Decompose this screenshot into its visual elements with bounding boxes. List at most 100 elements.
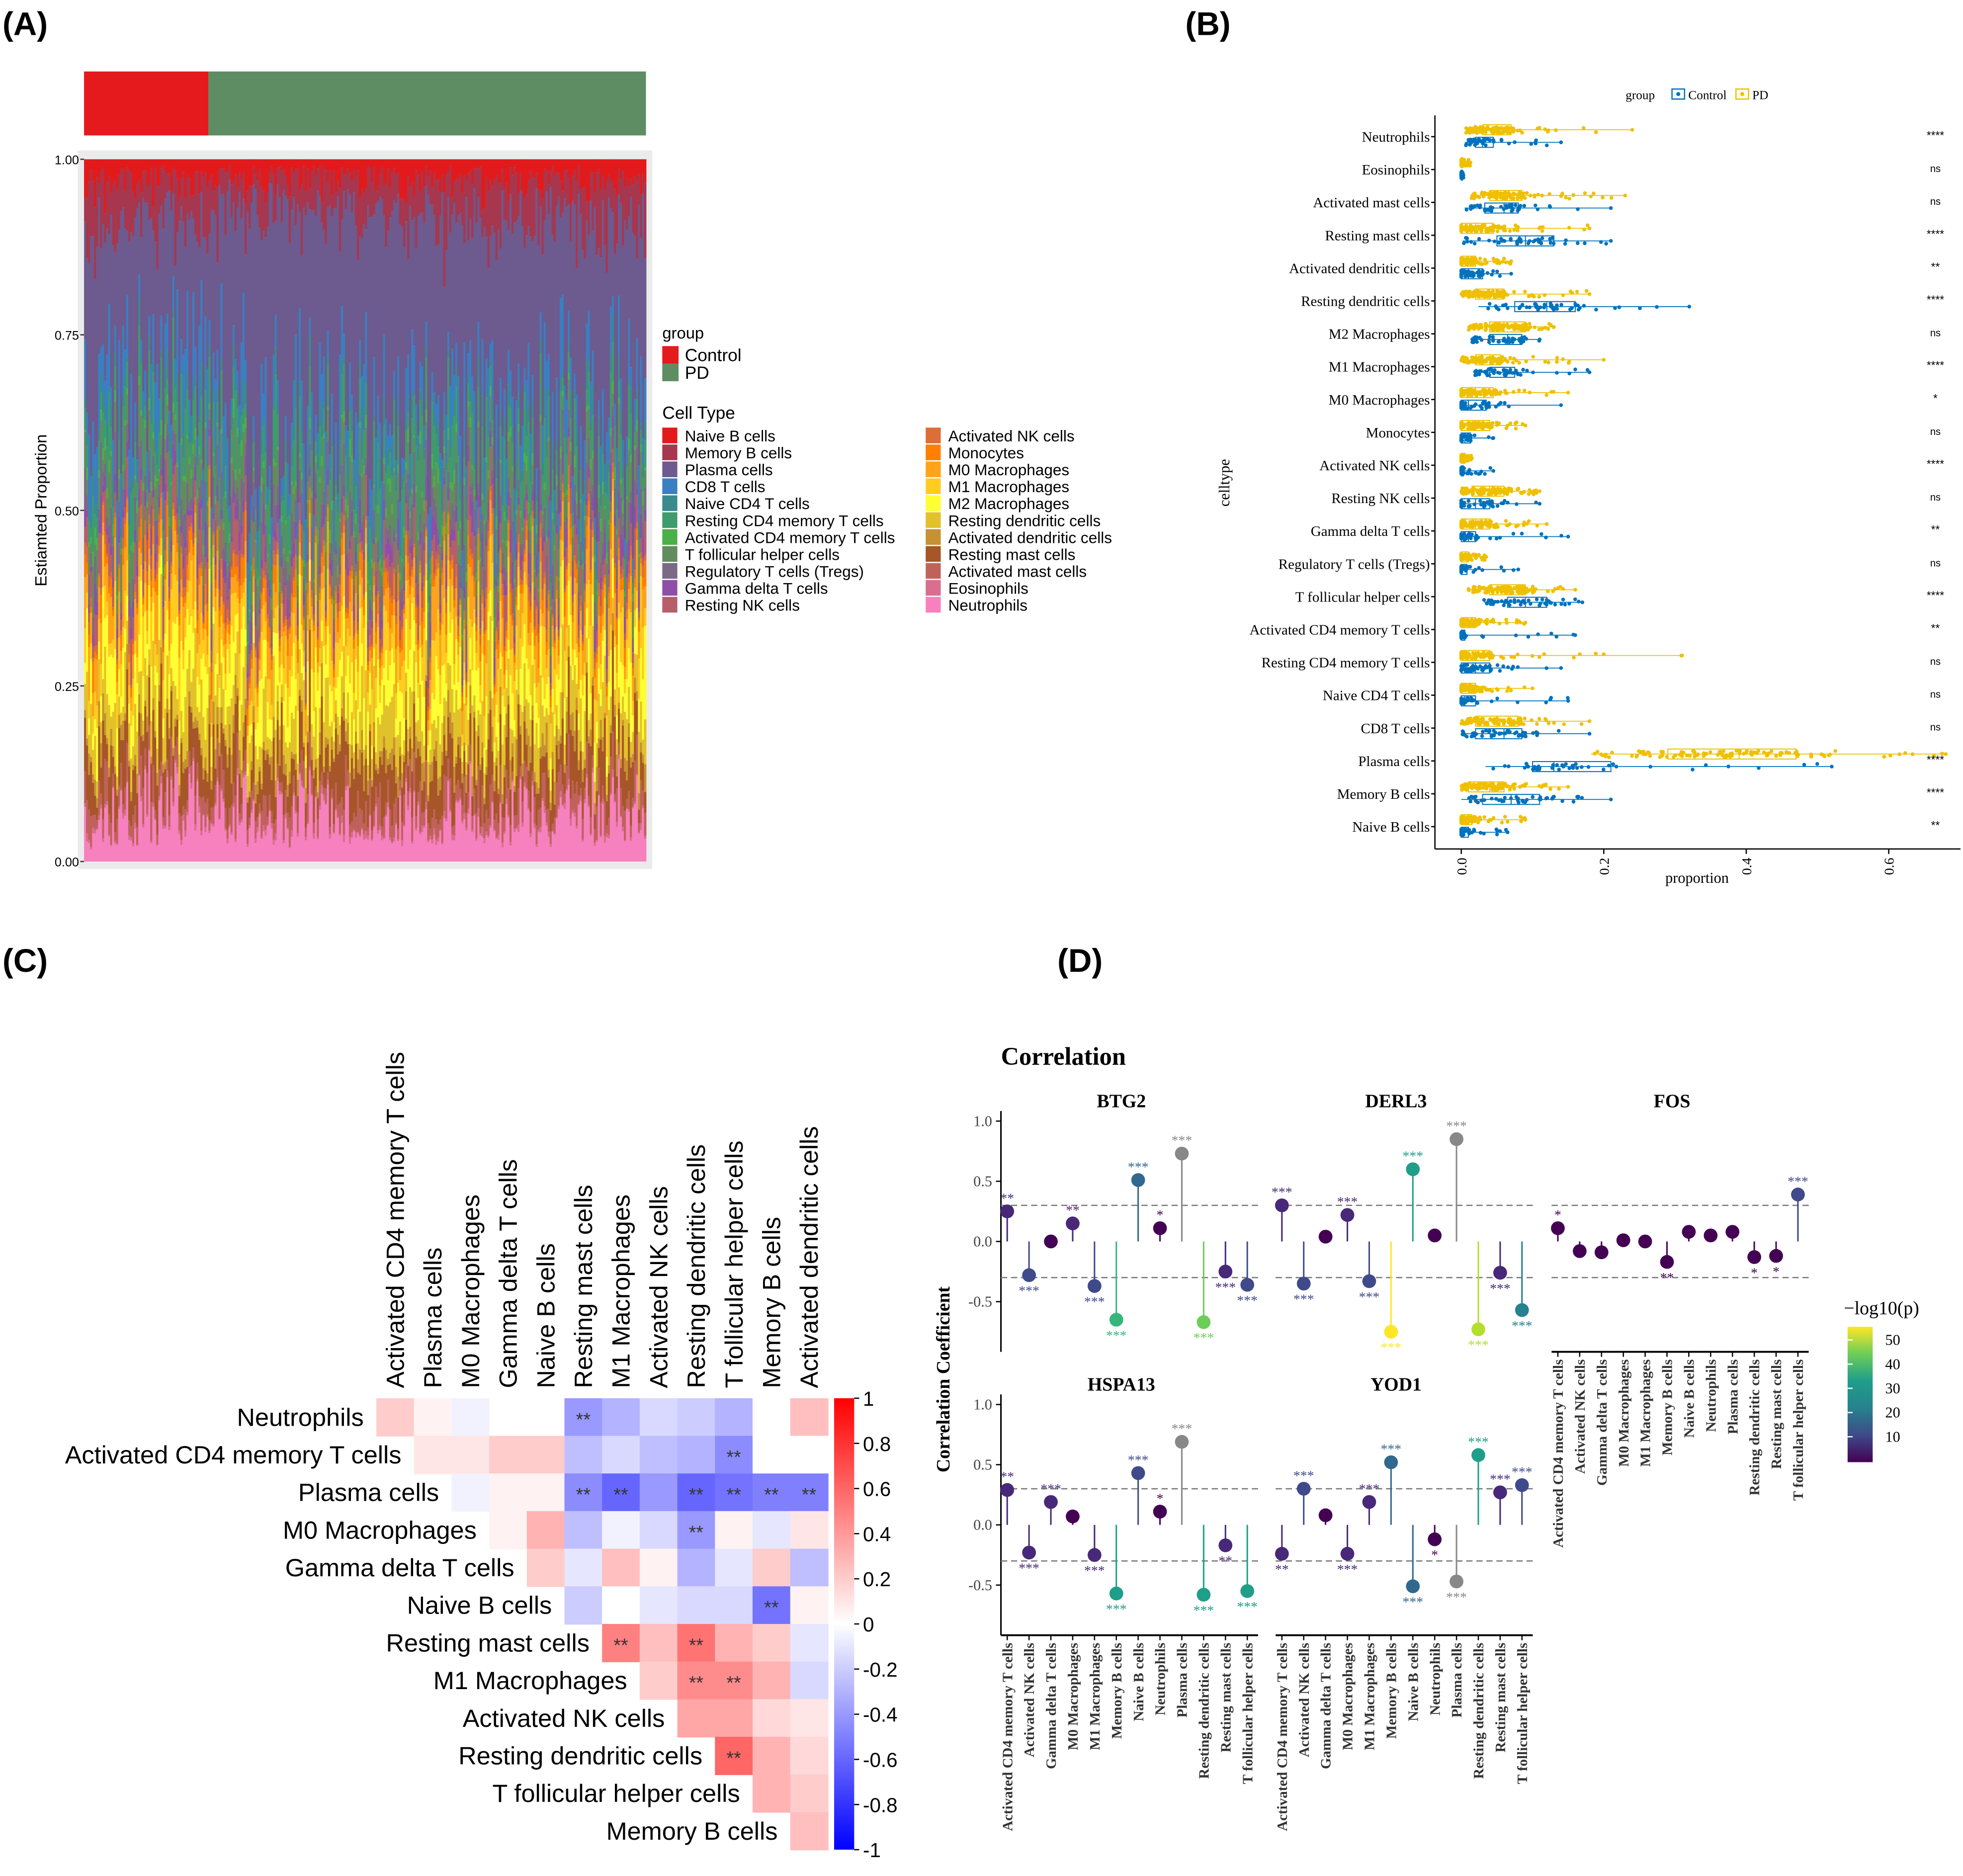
bar-segment (357, 170, 360, 260)
bar-segment (220, 791, 223, 862)
bar-segment (403, 247, 406, 460)
bar-segment (313, 535, 316, 543)
bar-segment (348, 636, 351, 683)
bar-segment (152, 314, 155, 361)
bar-segment (280, 591, 283, 594)
bar-segment (353, 483, 355, 511)
bar-segment (483, 503, 486, 520)
bar-segment (260, 594, 263, 609)
bar-segment (515, 776, 518, 815)
bar-segment (214, 555, 217, 566)
bar-segment (333, 600, 336, 604)
bar-segment (421, 171, 424, 213)
bar-segment (108, 814, 111, 835)
bar-segment (266, 501, 269, 506)
bar-segment (383, 215, 386, 335)
bar-segment (126, 669, 129, 744)
bar-segment (96, 538, 99, 550)
bar-segment (391, 615, 394, 633)
bar-segment (321, 527, 324, 553)
bar-segment (280, 637, 283, 665)
bar-segment (94, 719, 97, 736)
bar-segment (335, 586, 338, 592)
bar-segment (309, 417, 312, 429)
bar-segment (192, 547, 195, 556)
bar-segment (507, 384, 510, 406)
bar-segment (479, 562, 482, 595)
bar-segment (325, 805, 328, 862)
bar-segment (461, 821, 464, 824)
bar-segment (431, 394, 434, 402)
bar-segment (459, 482, 462, 500)
bar-segment (288, 509, 291, 515)
bar-segment (168, 728, 171, 739)
bar-segment (393, 841, 396, 862)
stacked-bars (84, 159, 647, 862)
bar-segment (407, 556, 410, 564)
bar-segment (148, 665, 151, 678)
bar-segment (325, 516, 328, 543)
bar-segment (459, 737, 462, 759)
bar-segment (216, 588, 219, 654)
bar-segment (178, 720, 181, 755)
bar-segment (451, 483, 454, 492)
bar-segment (415, 575, 418, 584)
bar-segment (134, 442, 137, 476)
bar-segment (196, 241, 199, 436)
bar-segment (439, 776, 442, 790)
bar-segment (230, 594, 233, 626)
bar-segment (236, 520, 239, 555)
bar-segment (164, 424, 167, 439)
bar-segment (172, 193, 175, 276)
bar-segment (204, 481, 207, 522)
bar-segment (421, 531, 424, 583)
bar-segment (373, 159, 376, 167)
bar-segment (299, 574, 301, 650)
bar-segment (321, 793, 324, 862)
bar-segment (519, 555, 522, 571)
bar-segment (393, 168, 396, 200)
bar-segment (297, 626, 299, 639)
bar-segment (507, 432, 510, 441)
bar-segment (389, 453, 392, 479)
bar-segment (373, 576, 376, 586)
bar-segment (385, 814, 388, 817)
bar-segment (168, 571, 171, 588)
bar-segment (465, 197, 468, 467)
bar-segment (339, 744, 341, 752)
bar-segment (90, 567, 93, 573)
bar-segment (249, 654, 252, 677)
bar-segment (385, 517, 388, 527)
bar-segment (286, 639, 289, 657)
bar-segment (523, 786, 526, 862)
bar-segment (270, 570, 273, 599)
bar-segment (529, 482, 532, 516)
bar-segment (471, 553, 474, 559)
bar-segment (184, 759, 187, 769)
bar-segment (397, 735, 400, 777)
bar-segment (106, 446, 109, 489)
bar-segment (389, 188, 392, 218)
bar-segment (234, 231, 237, 359)
bar-segment (255, 540, 257, 543)
bar-segment (192, 609, 195, 633)
bar-segment (305, 583, 308, 590)
bar-segment (309, 581, 312, 619)
bar-segment (531, 526, 534, 583)
bar-segment (512, 757, 514, 772)
bar-segment (489, 784, 492, 826)
bar-segment (226, 438, 229, 501)
bar-segment (168, 451, 171, 517)
bar-segment (172, 403, 175, 412)
bar-segment (162, 652, 165, 681)
bar-segment (457, 545, 460, 563)
bar-segment (351, 662, 353, 712)
bar-segment (479, 714, 482, 765)
bar-segment (485, 835, 488, 862)
bar-segment (120, 790, 123, 862)
bar-segment (154, 382, 157, 440)
bar-segment (387, 231, 390, 436)
bar-segment (224, 498, 227, 543)
bar-segment (397, 565, 400, 573)
bar-segment (471, 413, 474, 466)
